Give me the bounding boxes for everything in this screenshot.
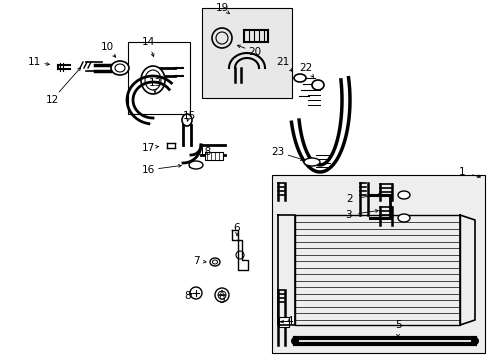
- Text: 22: 22: [299, 63, 312, 73]
- Bar: [204, 152, 223, 160]
- Text: 21: 21: [276, 57, 289, 67]
- Text: 4: 4: [286, 316, 293, 326]
- Text: 9: 9: [218, 295, 225, 305]
- Text: 12: 12: [45, 95, 59, 105]
- Text: 16: 16: [141, 165, 154, 175]
- Text: 5: 5: [394, 320, 401, 330]
- Text: 2: 2: [346, 194, 353, 204]
- Text: 3: 3: [344, 210, 350, 220]
- Bar: [128, 42, 190, 114]
- Text: 15: 15: [182, 111, 195, 121]
- Ellipse shape: [145, 70, 161, 90]
- Ellipse shape: [189, 161, 203, 169]
- Bar: [271, 175, 484, 353]
- Ellipse shape: [209, 258, 220, 266]
- Circle shape: [470, 337, 478, 345]
- Text: 8: 8: [184, 291, 191, 301]
- Text: 17: 17: [141, 143, 154, 153]
- Text: 6: 6: [233, 223, 240, 233]
- Ellipse shape: [141, 66, 164, 94]
- Ellipse shape: [311, 80, 324, 90]
- Ellipse shape: [111, 61, 129, 75]
- Text: 14: 14: [141, 37, 154, 47]
- Text: 19: 19: [215, 3, 228, 13]
- Text: 23: 23: [271, 147, 284, 157]
- Ellipse shape: [293, 74, 305, 82]
- Bar: [202, 8, 291, 98]
- Text: 1: 1: [458, 167, 465, 177]
- Text: 10: 10: [100, 42, 113, 52]
- Text: 7: 7: [192, 256, 199, 266]
- Ellipse shape: [304, 158, 319, 166]
- Text: 20: 20: [248, 47, 261, 57]
- Ellipse shape: [212, 260, 217, 264]
- Ellipse shape: [115, 64, 125, 72]
- Text: 11: 11: [27, 57, 41, 67]
- Ellipse shape: [182, 114, 192, 126]
- Text: 13: 13: [148, 78, 162, 88]
- Text: 18: 18: [198, 147, 211, 157]
- Circle shape: [290, 337, 298, 345]
- Bar: [279, 317, 288, 327]
- Ellipse shape: [397, 214, 409, 222]
- Ellipse shape: [397, 191, 409, 199]
